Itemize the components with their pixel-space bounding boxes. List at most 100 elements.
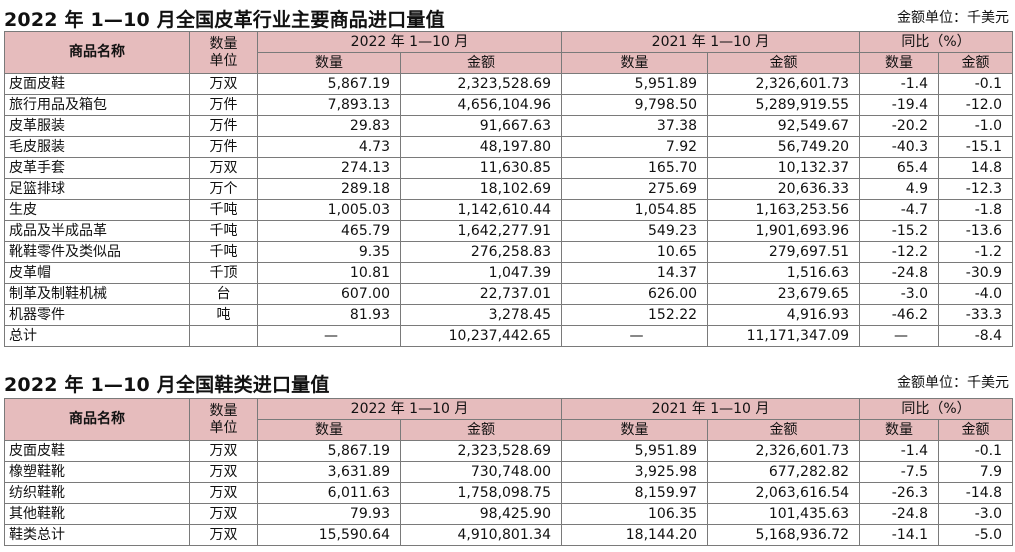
- cell-qty-yoy: -7.5: [859, 461, 940, 483]
- cell-qty-yoy: -12.2: [859, 241, 940, 263]
- cell-amount-2022: 730,748.00: [399, 461, 563, 483]
- cell-qty-2022: 7,893.13: [257, 94, 401, 116]
- cell-qty-2022: 29.83: [257, 115, 401, 137]
- table-row: 皮面皮鞋 万双 5,867.19 2,323,528.69 5,951.89 2…: [4, 73, 1014, 95]
- cell-qty-2022: 274.13: [257, 157, 401, 179]
- cell-amount-2022: 48,197.80: [399, 136, 563, 158]
- cell-qty-2021: 152.22: [561, 304, 709, 326]
- cell-amount-yoy: -1.8: [938, 199, 1014, 221]
- cell-qty-2022: 10.81: [257, 262, 401, 284]
- cell-amount-2022: 2,323,528.69: [399, 73, 563, 95]
- cell-amount-2022: 1,642,277.91: [399, 220, 563, 242]
- col-unit-header-line2: 单位: [209, 52, 238, 69]
- table-row: 成品及半成品革 千吨 465.79 1,642,277.91 549.23 1,…: [4, 220, 1014, 242]
- col-unit-header: 数量 单位: [189, 398, 258, 441]
- cell-name: 生皮: [4, 199, 190, 221]
- leather-import-table: 商品名称 数量 单位 2022 年 1—10 月 2021 年 1—10 月 同…: [4, 31, 1014, 347]
- cell-amount-yoy: -8.4: [938, 325, 1014, 347]
- cell-amount-2022: 4,910,801.34: [399, 524, 563, 546]
- group-2021-header: 2021 年 1—10 月: [561, 31, 861, 53]
- cell-name: 靴鞋零件及类似品: [4, 241, 190, 263]
- col-unit-header-line2: 单位: [209, 419, 238, 436]
- cell-amount-2022: 3,278.45: [399, 304, 563, 326]
- cell-name: 机器零件: [4, 304, 190, 326]
- cell-amount-yoy: 7.9: [938, 461, 1014, 483]
- cell-qty-2022: —: [257, 325, 401, 347]
- cell-amount-2022: 98,425.90: [399, 503, 563, 525]
- cell-name: 皮革服装: [4, 115, 190, 137]
- cell-qty-2022: 1,005.03: [257, 199, 401, 221]
- group-yoy-header: 同比（%）: [859, 31, 1014, 53]
- cell-amount-yoy: -12.0: [938, 94, 1014, 116]
- cell-unit: 万双: [189, 524, 258, 546]
- table2-title: 2022 年 1—10 月全国鞋类进口量值: [4, 374, 330, 396]
- col-qty-2022-header: 数量: [257, 52, 401, 74]
- cell-amount-2021: 56,749.20: [707, 136, 861, 158]
- cell-amount-yoy: -15.1: [938, 136, 1014, 158]
- cell-name: 鞋类总计: [4, 524, 190, 546]
- cell-unit: 万件: [189, 136, 258, 158]
- col-qty-2021-header: 数量: [561, 52, 709, 74]
- col-amount-2022-header: 金额: [399, 52, 563, 74]
- cell-amount-2022: 2,323,528.69: [399, 440, 563, 462]
- cell-amount-2021: 677,282.82: [707, 461, 861, 483]
- cell-amount-2021: 2,326,601.73: [707, 73, 861, 95]
- cell-qty-2022: 607.00: [257, 283, 401, 305]
- cell-qty-2022: 6,011.63: [257, 482, 401, 504]
- col-amount-2022-header: 金额: [399, 419, 563, 441]
- cell-qty-2021: 626.00: [561, 283, 709, 305]
- cell-name: 制革及制鞋机械: [4, 283, 190, 305]
- cell-unit: 千吨: [189, 241, 258, 263]
- cell-name: 皮面皮鞋: [4, 73, 190, 95]
- cell-amount-2022: 18,102.69: [399, 178, 563, 200]
- cell-amount-2021: 2,326,601.73: [707, 440, 861, 462]
- cell-qty-2021: 5,951.89: [561, 73, 709, 95]
- cell-amount-yoy: -14.8: [938, 482, 1014, 504]
- cell-qty-2021: 106.35: [561, 503, 709, 525]
- cell-qty-2022: 79.93: [257, 503, 401, 525]
- cell-amount-2022: 22,737.01: [399, 283, 563, 305]
- cell-amount-2021: 11,171,347.09: [707, 325, 861, 347]
- cell-amount-2022: 1,142,610.44: [399, 199, 563, 221]
- col-name-header: 商品名称: [4, 31, 190, 74]
- cell-qty-yoy: 65.4: [859, 157, 940, 179]
- cell-amount-2022: 4,656,104.96: [399, 94, 563, 116]
- cell-amount-2021: 1,163,253.56: [707, 199, 861, 221]
- cell-qty-yoy: -15.2: [859, 220, 940, 242]
- cell-name: 成品及半成品革: [4, 220, 190, 242]
- col-qty-yoy-header: 数量: [859, 52, 940, 74]
- cell-unit: 千吨: [189, 199, 258, 221]
- table-row: 皮革服装 万件 29.83 91,667.63 37.38 92,549.67 …: [4, 115, 1014, 137]
- cell-amount-2021: 5,168,936.72: [707, 524, 861, 546]
- cell-amount-yoy: -5.0: [938, 524, 1014, 546]
- cell-unit: 台: [189, 283, 258, 305]
- cell-amount-yoy: -4.0: [938, 283, 1014, 305]
- cell-qty-2022: 289.18: [257, 178, 401, 200]
- cell-qty-2022: 5,867.19: [257, 440, 401, 462]
- cell-unit: 千顶: [189, 262, 258, 284]
- cell-unit: 万双: [189, 482, 258, 504]
- cell-qty-2021: 9,798.50: [561, 94, 709, 116]
- cell-qty-2021: 8,159.97: [561, 482, 709, 504]
- table-row: 纺织鞋靴 万双 6,011.63 1,758,098.75 8,159.97 2…: [4, 482, 1014, 504]
- table-row: 靴鞋零件及类似品 千吨 9.35 276,258.83 10.65 279,69…: [4, 241, 1014, 263]
- cell-qty-yoy: 4.9: [859, 178, 940, 200]
- cell-qty-2021: 549.23: [561, 220, 709, 242]
- col-amount-yoy-header: 金额: [938, 419, 1014, 441]
- cell-amount-2021: 5,289,919.55: [707, 94, 861, 116]
- cell-amount-2021: 101,435.63: [707, 503, 861, 525]
- cell-amount-2021: 10,132.37: [707, 157, 861, 179]
- cell-qty-2022: 15,590.64: [257, 524, 401, 546]
- cell-name: 足篮排球: [4, 178, 190, 200]
- cell-name: 皮面皮鞋: [4, 440, 190, 462]
- table-row: 皮革手套 万双 274.13 11,630.85 165.70 10,132.3…: [4, 157, 1014, 179]
- group-yoy-header: 同比（%）: [859, 398, 1014, 420]
- cell-amount-2021: 23,679.65: [707, 283, 861, 305]
- cell-qty-yoy: -19.4: [859, 94, 940, 116]
- cell-amount-2021: 1,516.63: [707, 262, 861, 284]
- cell-qty-yoy: -24.8: [859, 503, 940, 525]
- cell-qty-yoy: -24.8: [859, 262, 940, 284]
- group-2021-header: 2021 年 1—10 月: [561, 398, 861, 420]
- cell-name: 总计: [4, 325, 190, 347]
- table1-title: 2022 年 1—10 月全国皮革行业主要商品进口量值: [4, 9, 445, 31]
